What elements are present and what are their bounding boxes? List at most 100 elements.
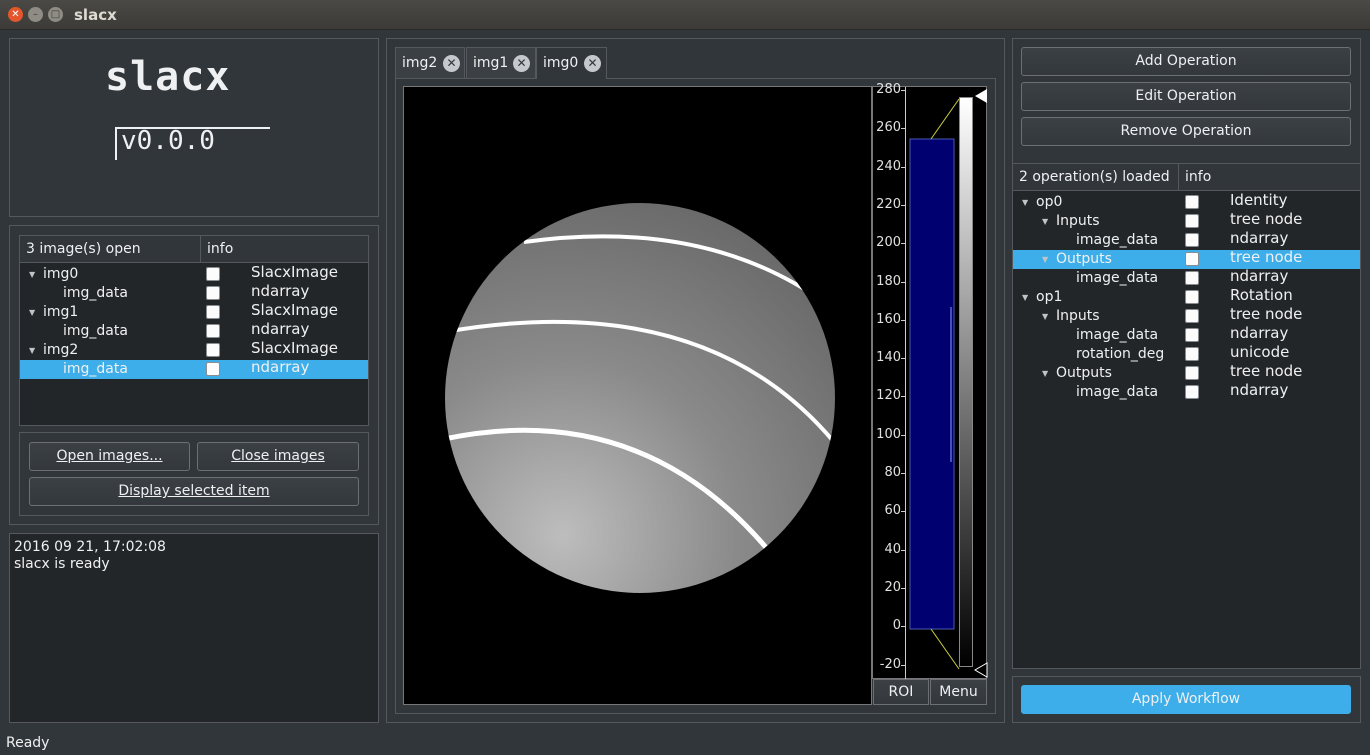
ops-tree-row-info: Rotation: [1230, 286, 1293, 304]
images-tree-row-info: ndarray: [251, 320, 310, 338]
expand-arrow-icon[interactable]: ▼: [1042, 217, 1049, 226]
ops-tree-row[interactable]: ▼ Outputs tree node: [1013, 362, 1360, 383]
ops-tree-row-info: tree node: [1230, 210, 1303, 228]
ops-tree-row-checkbox[interactable]: [1185, 252, 1199, 266]
ops-tree-row[interactable]: image_data ndarray: [1013, 229, 1360, 250]
roi-button[interactable]: ROI: [873, 679, 929, 705]
display-selected-button[interactable]: Display selected item: [29, 477, 359, 506]
images-tree-row-label: img_data: [63, 323, 128, 339]
images-tree-row-checkbox[interactable]: [206, 324, 220, 338]
histogram-tick-label: 80: [884, 465, 901, 480]
ops-tree-row-label: image_data: [1076, 384, 1159, 400]
tab-img1-close-icon[interactable]: ✕: [513, 55, 530, 72]
ops-tree-row[interactable]: rotation_deg unicode: [1013, 343, 1360, 364]
window-title: slacx: [74, 6, 117, 24]
histogram-axis: [905, 87, 906, 680]
histogram-gradient[interactable]: [959, 97, 973, 667]
expand-arrow-icon[interactable]: ▼: [1042, 312, 1049, 321]
expand-arrow-icon[interactable]: ▼: [1042, 369, 1049, 378]
apply-workflow-button[interactable]: Apply Workflow: [1021, 685, 1351, 714]
tab-img2-close-icon[interactable]: ✕: [443, 55, 460, 72]
add-operation-button[interactable]: Add Operation: [1021, 47, 1351, 76]
ops-tree-row-checkbox[interactable]: [1185, 290, 1199, 304]
ops-tree-row-label: image_data: [1076, 327, 1159, 343]
images-tree-header-count[interactable]: 3 image(s) open: [20, 236, 200, 263]
expand-arrow-icon[interactable]: ▼: [1042, 255, 1049, 264]
log-message: slacx is ready: [14, 556, 110, 572]
ops-tree-header-info[interactable]: info: [1178, 164, 1360, 191]
ops-tree-row[interactable]: ▼ Inputs tree node: [1013, 210, 1360, 231]
image-view[interactable]: [403, 86, 872, 705]
expand-arrow-icon[interactable]: ▼: [29, 308, 36, 317]
remove-operation-button[interactable]: Remove Operation: [1021, 117, 1351, 146]
ops-tree-row-checkbox[interactable]: [1185, 385, 1199, 399]
histogram-widget[interactable]: 280 260 240 220 200 180 160 140 120 100 80 60 40 20 0-…: [872, 82, 989, 680]
histogram-tick-label: 160: [876, 311, 901, 327]
ops-tree-row[interactable]: ▼ Outputs tree node: [1013, 248, 1360, 269]
operations-tree[interactable]: 2 operation(s) loaded info ▼ op0 Identity ▼…: [1012, 163, 1361, 669]
close-images-button[interactable]: Close images: [197, 442, 359, 471]
images-tree-row[interactable]: ▼ img2 SlacxImage: [20, 339, 368, 360]
images-tree-row[interactable]: ▼ img1 SlacxImage: [20, 301, 368, 322]
ops-tree-row[interactable]: image_data ndarray: [1013, 324, 1360, 345]
images-tree-row-checkbox[interactable]: [206, 305, 220, 319]
open-images-button[interactable]: Open images...: [29, 442, 190, 471]
tab-img1[interactable]: img1 ✕: [466, 47, 536, 78]
expand-arrow-icon[interactable]: ▼: [1022, 198, 1029, 207]
ops-tree-row[interactable]: image_data ndarray: [1013, 267, 1360, 288]
images-tree-header-info[interactable]: info: [200, 236, 368, 263]
histogram-tick-label: 20: [884, 579, 901, 595]
ops-tree-row[interactable]: ▼ op0 Identity: [1013, 191, 1360, 212]
gradient-handles[interactable]: [973, 87, 989, 680]
images-tree-row-checkbox[interactable]: [206, 362, 220, 376]
images-tree-row-checkbox[interactable]: [206, 343, 220, 357]
histogram-tick-label: 180: [876, 273, 901, 289]
expand-arrow-icon[interactable]: ▼: [1022, 293, 1029, 302]
ops-tree-row-label: Inputs: [1056, 213, 1100, 229]
images-tree-row-info: ndarray: [251, 358, 310, 376]
histogram-region[interactable]: [873, 87, 988, 680]
images-tree-row[interactable]: ▼ img0 SlacxImage: [20, 263, 368, 284]
expand-arrow-icon[interactable]: ▼: [29, 270, 36, 279]
images-tree-row[interactable]: img_data ndarray: [20, 282, 368, 303]
ops-tree-row[interactable]: ▼ op1 Rotation: [1013, 286, 1360, 307]
edit-operation-button[interactable]: Edit Operation: [1021, 82, 1351, 111]
diffraction-image: [445, 203, 835, 593]
ops-tree-row-checkbox[interactable]: [1185, 328, 1199, 342]
images-tree-row-info: SlacxImage: [251, 339, 338, 357]
images-tree-row-checkbox[interactable]: [206, 267, 220, 281]
ops-tree-row-checkbox[interactable]: [1185, 233, 1199, 247]
ops-tree-header-count[interactable]: 2 operation(s) loaded: [1013, 164, 1178, 191]
histogram-tick-mark: [901, 664, 906, 666]
tab-img2[interactable]: img2 ✕: [395, 47, 465, 78]
images-tree[interactable]: 3 image(s) open info ▼ img0 SlacxImage img_…: [19, 235, 369, 426]
tab-img0[interactable]: img0 ✕: [536, 47, 607, 79]
ops-tree-row-checkbox[interactable]: [1185, 214, 1199, 228]
log-timestamp: 2016 09 21, 17:02:08: [14, 539, 166, 555]
images-tree-row-checkbox[interactable]: [206, 286, 220, 300]
histogram-tick-mark: [901, 396, 906, 398]
logo-version: v0.0.0: [121, 126, 215, 156]
images-tree-row[interactable]: img_data ndarray: [20, 320, 368, 341]
histogram-tick-label: 280: [876, 82, 901, 97]
expand-arrow-icon[interactable]: ▼: [29, 346, 36, 355]
histogram-tick-mark: [901, 473, 906, 474]
ops-tree-row-checkbox[interactable]: [1185, 366, 1199, 380]
ops-tree-row-checkbox[interactable]: [1185, 309, 1199, 323]
ops-tree-row-checkbox[interactable]: [1185, 271, 1199, 285]
window-maximize-icon[interactable]: □: [48, 7, 63, 22]
window-minimize-icon[interactable]: –: [28, 7, 43, 22]
ops-tree-row[interactable]: image_data ndarray: [1013, 381, 1360, 402]
images-tree-row[interactable]: img_data ndarray: [20, 358, 368, 379]
ops-tree-row-checkbox[interactable]: [1185, 195, 1199, 209]
window-close-icon[interactable]: ✕: [8, 7, 23, 22]
ops-tree-row-checkbox[interactable]: [1185, 347, 1199, 361]
images-tree-row-label: img_data: [63, 361, 128, 377]
images-tree-row-label: img_data: [63, 285, 128, 301]
ops-tree-row[interactable]: ▼ Inputs tree node: [1013, 305, 1360, 326]
tab-img0-close-icon[interactable]: ✕: [584, 55, 601, 72]
ops-tree-row-info: ndarray: [1230, 229, 1289, 247]
histogram-tick-label: 100: [876, 426, 901, 442]
ops-tree-row-label: op1: [1036, 289, 1063, 305]
menu-button[interactable]: Menu: [930, 679, 987, 705]
